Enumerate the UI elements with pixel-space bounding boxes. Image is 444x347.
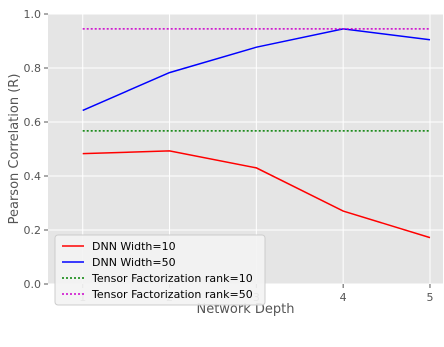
legend-box — [54, 234, 266, 306]
y-tick-label: 1.0 — [24, 8, 42, 21]
y-tick-label: 0.8 — [24, 62, 42, 75]
y-axis-label: Pearson Correlation (R) — [7, 74, 22, 225]
y-tick-label: 0.2 — [24, 224, 42, 237]
legend-label: DNN Width=50 — [92, 256, 176, 269]
legend: DNN Width=10 DNN Width=50 Tensor Factoriza… — [54, 234, 266, 306]
series-line-2 — [82, 28, 431, 112]
y-tick-label: 0.4 — [24, 170, 42, 183]
grid — [48, 13, 443, 285]
legend-label: Tensor Factorization rank=50 — [91, 288, 253, 301]
legend-label: Tensor Factorization rank=10 — [91, 272, 253, 285]
legend-label: DNN Width=10 — [92, 240, 176, 253]
series-layer — [82, 28, 431, 239]
x-axis-label: Network Depth — [196, 302, 294, 317]
y-tick-label: 0.6 — [24, 116, 42, 129]
x-tick-label: 5 — [426, 291, 433, 304]
series-line-1 — [82, 150, 431, 239]
y-tick-label: 0.0 — [24, 278, 42, 291]
x-tick-label: 4 — [340, 291, 347, 304]
